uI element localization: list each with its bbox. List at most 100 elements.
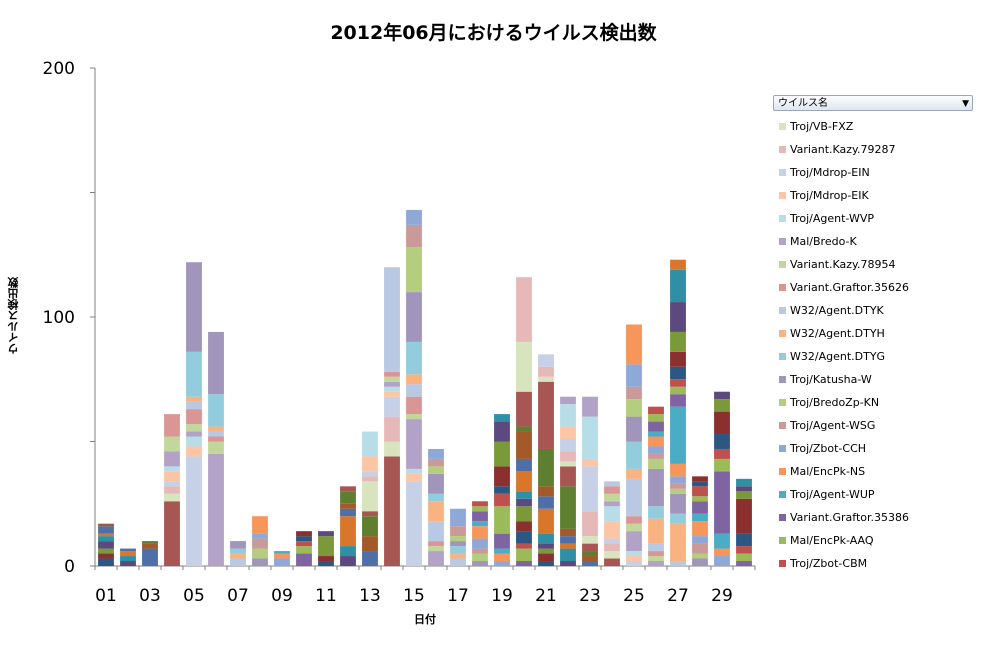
legend-item[interactable]: Mal/EncPk-AAQ — [779, 533, 874, 549]
legend-item[interactable]: Troj/BredoZp-KN — [779, 395, 879, 411]
bar-segment — [670, 483, 686, 489]
bar-segment — [670, 269, 686, 303]
legend-item[interactable]: W32/Agent.DTYG — [779, 349, 885, 365]
bar-stack-16 — [428, 448, 444, 566]
bar-segment — [186, 409, 202, 425]
bar-segment — [670, 406, 686, 464]
legend-label: Variant.Kazy.79287 — [790, 143, 896, 156]
bar-segment — [384, 391, 400, 397]
legend-swatch — [779, 329, 786, 337]
bar-segment — [604, 501, 620, 507]
bar-segment — [472, 526, 488, 539]
bar-segment — [450, 546, 466, 554]
bar-segment — [406, 481, 422, 566]
bar-segment — [186, 401, 202, 410]
legend-item[interactable]: Mal/Bredo-K — [779, 234, 857, 250]
legend-item[interactable]: Troj/Agent-WSG — [779, 418, 875, 434]
legend-item[interactable]: Variant.Kazy.78954 — [779, 257, 895, 273]
bar-segment — [670, 513, 686, 524]
bar-segment — [714, 411, 730, 435]
bar-segment — [208, 426, 224, 432]
bar-segment — [142, 543, 158, 549]
bar-segment — [362, 471, 378, 477]
bar-segment — [692, 496, 708, 502]
bar-segment — [384, 416, 400, 442]
bar-segment — [714, 448, 730, 459]
legend-item[interactable]: Troj/Katusha-W — [779, 372, 872, 388]
bar-segment — [406, 396, 422, 415]
bar-segment — [538, 543, 554, 549]
bar-segment — [736, 498, 752, 534]
legend-item[interactable]: Variant.Kazy.79287 — [779, 142, 895, 158]
bar-segment — [736, 533, 752, 547]
bar-segment — [428, 493, 444, 502]
legend-swatch — [779, 214, 786, 222]
legend-item[interactable]: W32/Agent.DTYH — [779, 326, 885, 342]
legend-item[interactable]: Troj/Zbot-CCH — [779, 441, 866, 457]
bar-stack-30 — [736, 478, 752, 566]
bar-segment — [208, 431, 224, 437]
legend-item[interactable]: Mal/EncPk-NS — [779, 464, 865, 480]
bar-segment — [604, 486, 620, 494]
legend-swatch — [779, 375, 786, 383]
bar-segment — [120, 551, 136, 557]
bar-segment — [472, 506, 488, 512]
x-tick-label: 25 — [623, 586, 645, 606]
bar-segment — [98, 536, 114, 542]
bar-stack-10 — [296, 531, 312, 566]
legend-item[interactable]: Troj/Zbot-CBM — [779, 556, 867, 572]
x-tick-label: 05 — [183, 586, 205, 606]
legend-item[interactable]: Variant.Graftor.35626 — [779, 280, 909, 296]
bar-segment — [428, 541, 444, 547]
bar-segment — [340, 546, 356, 557]
legend-item[interactable]: Troj/Mdrop-EIK — [779, 188, 869, 204]
legend-label: Troj/Agent-WVP — [790, 212, 874, 225]
bar-segment — [516, 491, 532, 499]
bar-segment — [714, 458, 730, 472]
x-tick-label: 17 — [447, 586, 469, 606]
bar-segment — [494, 441, 510, 467]
bar-segment — [340, 503, 356, 509]
bar-segment — [692, 476, 708, 482]
bar-segment — [626, 523, 642, 532]
bar-segment — [340, 508, 356, 517]
bar-segment — [494, 533, 510, 549]
legend-item[interactable]: W32/Agent.DTYK — [779, 303, 884, 319]
bar-segment — [538, 376, 554, 382]
bar-segment — [318, 531, 334, 537]
bar-segment — [736, 553, 752, 562]
legend-item[interactable]: Troj/Agent-WUP — [779, 487, 875, 503]
bar-segment — [582, 416, 598, 459]
bar-segment — [384, 371, 400, 377]
bar-segment — [714, 556, 730, 566]
bar-segment — [472, 553, 488, 562]
bar-segment — [186, 262, 202, 352]
bar-segment — [472, 511, 488, 522]
legend-item[interactable]: Variant.Graftor.35386 — [779, 510, 909, 526]
bar-segment — [560, 404, 576, 427]
legend-swatch — [779, 467, 786, 475]
bar-stack-21 — [538, 354, 554, 566]
bar-segment — [362, 431, 378, 457]
bar-segment — [560, 439, 576, 452]
bar-stack-08 — [252, 516, 268, 566]
legend-filter-dropdown[interactable]: ウイルス名 ▼ — [773, 95, 973, 111]
bar-segment — [230, 548, 246, 554]
legend-swatch — [779, 444, 786, 452]
bar-segment — [362, 551, 378, 566]
bar-segment — [340, 516, 356, 547]
chevron-down-icon[interactable]: ▼ — [962, 99, 969, 109]
legend-item[interactable]: Troj/VB-FXZ — [779, 119, 853, 135]
legend-item[interactable]: Troj/Agent-WVP — [779, 211, 874, 227]
bar-segment — [670, 493, 686, 514]
bar-segment — [98, 553, 114, 559]
bar-segment — [340, 486, 356, 492]
bar-segment — [186, 396, 202, 402]
bar-segment — [604, 493, 620, 502]
legend-label: Troj/Agent-WUP — [790, 488, 875, 501]
bar-segment — [626, 556, 642, 562]
bar-segment — [142, 541, 158, 544]
legend-item[interactable]: Troj/Mdrop-EIN — [779, 165, 870, 181]
bar-segment — [582, 551, 598, 557]
bar-segment — [384, 376, 400, 382]
